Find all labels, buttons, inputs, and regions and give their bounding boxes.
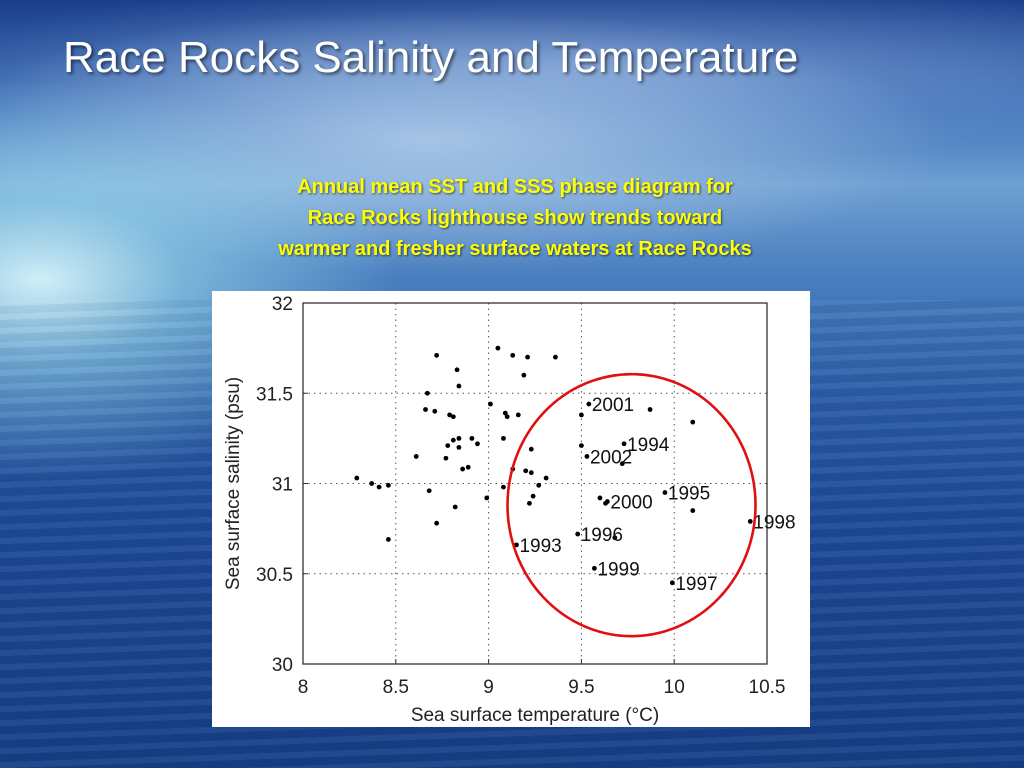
data-point xyxy=(434,520,440,526)
data-point xyxy=(385,537,391,542)
data-point xyxy=(434,352,440,358)
data-point xyxy=(530,493,536,499)
data-point xyxy=(376,484,382,490)
subtitle-line-3: warmer and fresher surface waters at Rac… xyxy=(278,238,752,260)
subtitle-line-1: Annual mean SST and SSS phase diagram fo… xyxy=(297,176,733,198)
data-point xyxy=(447,412,453,418)
data-point xyxy=(525,354,530,360)
x-tick-label: 8.5 xyxy=(383,677,409,698)
data-point xyxy=(612,535,618,541)
data-point xyxy=(454,367,460,373)
year-point-2000 xyxy=(604,499,610,504)
data-point xyxy=(690,508,696,513)
data-point xyxy=(501,484,506,490)
data-point xyxy=(528,470,534,476)
data-point xyxy=(456,435,462,441)
year-label-1994: 1994 xyxy=(627,435,670,456)
data-point xyxy=(528,446,534,452)
data-point xyxy=(690,419,696,425)
data-point xyxy=(553,354,558,360)
year-label-1995: 1995 xyxy=(668,484,710,505)
point-layer xyxy=(354,345,753,586)
year-point-2002 xyxy=(584,454,590,459)
data-point xyxy=(465,464,471,470)
data-point xyxy=(432,408,438,414)
y-tick-label: 30.5 xyxy=(256,565,293,586)
data-point xyxy=(523,468,529,474)
data-point xyxy=(501,435,506,441)
data-point xyxy=(456,445,462,450)
x-axis-label: Sea surface temperature (°C) xyxy=(411,705,659,726)
y-tick-label: 32 xyxy=(272,294,293,315)
data-point xyxy=(488,401,493,407)
data-point xyxy=(443,455,449,461)
year-point-1999 xyxy=(591,565,597,571)
data-point xyxy=(385,482,391,488)
data-point xyxy=(450,437,456,443)
x-tick-label: 10.5 xyxy=(749,677,786,698)
data-point xyxy=(597,495,603,501)
data-point xyxy=(619,461,625,467)
data-point xyxy=(502,410,508,416)
year-label-1997: 1997 xyxy=(675,574,717,595)
y-tick-label: 30 xyxy=(272,655,293,676)
data-point xyxy=(354,475,360,481)
data-point xyxy=(579,412,584,418)
data-point xyxy=(450,414,456,420)
subtitle-line-2: Race Rocks lighthouse show trends toward xyxy=(307,207,723,229)
y-tick-label: 31.5 xyxy=(256,384,293,405)
year-label-1998: 1998 xyxy=(753,512,795,533)
year-point-1994 xyxy=(621,441,627,447)
data-point xyxy=(515,412,521,418)
highlight-circle xyxy=(506,372,757,638)
x-tick-label: 9 xyxy=(483,677,494,698)
year-point-1995 xyxy=(662,490,668,495)
x-tick-label: 8 xyxy=(298,677,309,698)
slide-subtitle: Annual mean SST and SSS phase diagram fo… xyxy=(200,172,830,265)
data-point xyxy=(413,454,419,459)
grid-layer xyxy=(303,303,767,664)
data-point xyxy=(495,345,501,351)
year-label-1999: 1999 xyxy=(597,559,639,580)
data-point xyxy=(521,372,527,378)
year-label-2001: 2001 xyxy=(592,395,634,416)
data-point xyxy=(647,407,653,412)
slide-title: Race Rocks Salinity and Temperature xyxy=(63,33,799,82)
x-tick-label: 9.5 xyxy=(568,677,594,698)
data-point xyxy=(475,441,480,447)
y-tick-label: 31 xyxy=(272,475,293,496)
data-point xyxy=(460,466,466,472)
data-point xyxy=(423,407,428,412)
y-axis-label: Sea surface salinity (psu) xyxy=(223,377,244,590)
data-point xyxy=(510,352,516,358)
chart-panel: 8 8.5 9 9.5 10 10.5 30 30.5 31 31.5 32 2001 1994 200… xyxy=(212,291,810,727)
data-point xyxy=(426,488,432,494)
data-point xyxy=(456,383,462,389)
year-label-1996: 1996 xyxy=(581,525,623,546)
data-point xyxy=(452,504,458,510)
year-point-2001 xyxy=(586,401,592,407)
year-label-2002: 2002 xyxy=(590,447,632,468)
data-point xyxy=(484,495,490,501)
tick-layer: 8 8.5 9 9.5 10 10.5 30 30.5 31 31.5 32 xyxy=(256,294,785,698)
year-point-1996 xyxy=(575,531,581,537)
data-point xyxy=(445,443,451,448)
data-point xyxy=(527,500,532,506)
data-point xyxy=(369,481,375,486)
x-tick-label: 10 xyxy=(664,677,685,698)
year-label-2000: 2000 xyxy=(610,493,652,514)
data-point xyxy=(504,414,510,420)
year-label-1993: 1993 xyxy=(519,536,561,557)
data-point xyxy=(424,390,430,396)
data-point xyxy=(579,443,584,448)
data-point xyxy=(543,475,549,481)
data-point xyxy=(536,482,542,488)
year-point-1993 xyxy=(514,542,519,548)
year-point-1998 xyxy=(747,519,753,524)
data-point xyxy=(469,435,475,441)
year-point-1997 xyxy=(669,580,675,586)
